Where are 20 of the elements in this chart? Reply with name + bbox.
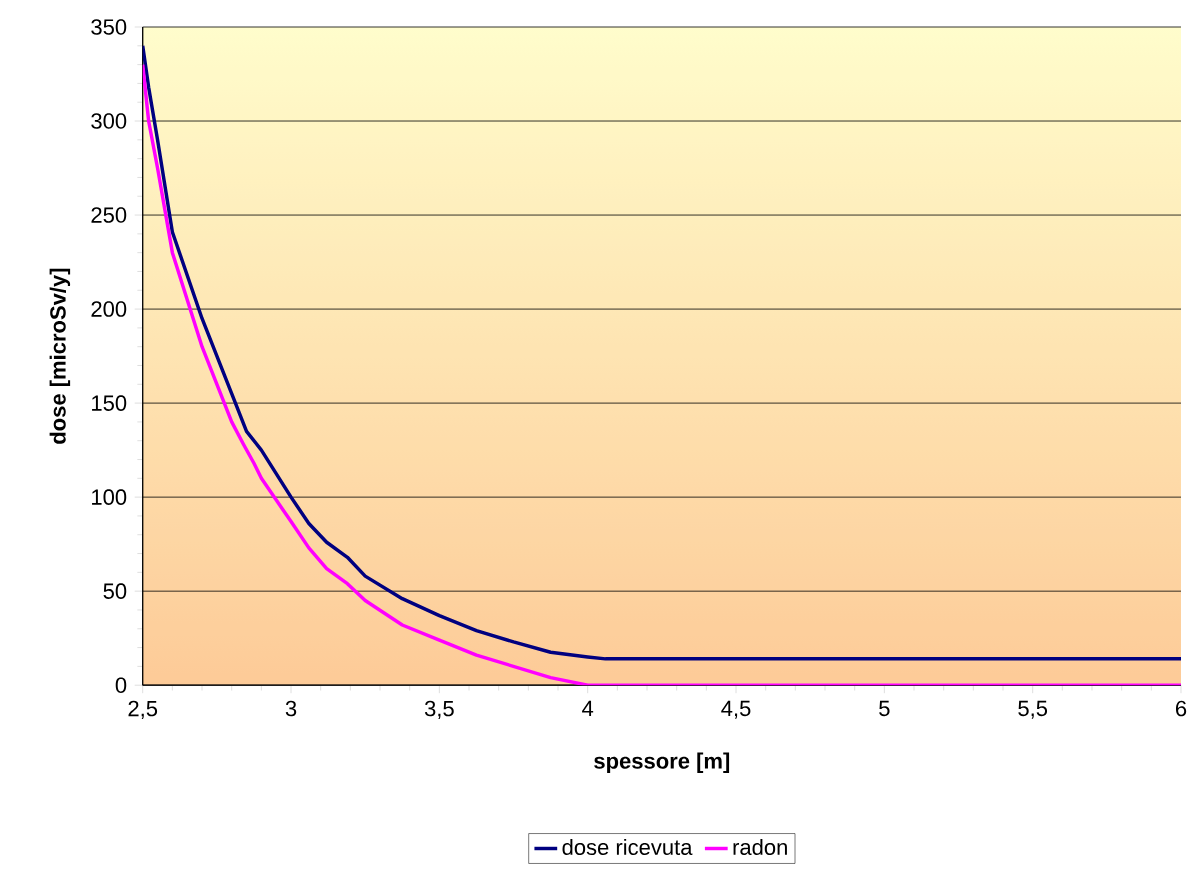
y-tick-label: 350 — [91, 19, 127, 35]
legend-label: dose ricevuta — [562, 838, 693, 855]
y-tick-label: 50 — [103, 583, 127, 599]
x-tick-label: 4 — [582, 700, 594, 716]
y-tick-label: 200 — [91, 301, 127, 317]
x-tick-label: 5,5 — [1018, 700, 1048, 719]
x-tick-label: 3 — [285, 700, 297, 717]
x-tick-label: 6 — [1175, 700, 1187, 717]
y-tick-label: 0 — [115, 677, 127, 693]
x-tick-label: 2,5 — [128, 700, 158, 719]
x-axis-title: spessore [m] — [594, 752, 730, 773]
legend-label: radon — [733, 838, 787, 855]
x-tick-label: 3,5 — [424, 700, 454, 719]
y-axis-title: dose [microSv/y] — [49, 268, 71, 444]
x-tick-label: 4,5 — [721, 700, 751, 719]
y-tick-label: 150 — [92, 395, 127, 411]
y-tick-label: 100 — [92, 489, 127, 505]
x-tick-label: 5 — [879, 700, 890, 717]
y-tick-label: 300 — [91, 113, 127, 129]
y-tick-label: 250 — [91, 207, 127, 223]
